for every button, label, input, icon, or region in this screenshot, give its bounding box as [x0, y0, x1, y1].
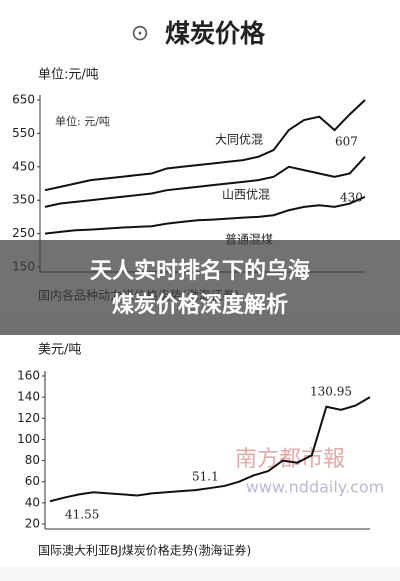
annotation: 41.55	[65, 508, 99, 522]
series-label: 山西优混	[222, 188, 270, 202]
annotation: 51.1	[192, 470, 219, 484]
y-tick-label: 650	[12, 93, 35, 107]
watermark: 南方都市報	[235, 447, 345, 472]
overlay-title: 天人实时排名下的乌海	[90, 258, 310, 284]
series-label: 大同优混	[215, 133, 263, 147]
caption: 国际澳大利亚BJ煤炭价格走势(渤海证券)	[38, 543, 251, 558]
y-tick-label: 250	[12, 226, 35, 240]
charts: 单位:元/吨单位: 元/吨150250350450550650大同优混山西优混普…	[0, 60, 400, 566]
y-tick-label: 100	[17, 432, 40, 446]
line	[44, 99, 366, 192]
y-tick-label: 120	[17, 411, 40, 425]
plot-area	[0, 335, 400, 566]
y-tick-label: 160	[17, 369, 40, 383]
overlay-title: 煤炭价格深度解析	[112, 292, 288, 318]
banner-title: 煤炭价格	[165, 19, 266, 48]
line	[49, 396, 371, 503]
line	[44, 156, 366, 208]
overlay	[0, 240, 400, 335]
y-tick-label: 60	[25, 474, 40, 488]
y-tick-label: 550	[12, 126, 35, 140]
annotation: 430	[340, 191, 363, 205]
unit-label: 单位:元/吨	[38, 68, 99, 83]
y-tick-label: 40	[25, 495, 40, 509]
y-tick-label: 140	[17, 390, 40, 404]
banner-icon: ⊙	[131, 21, 149, 46]
annotation: 130.95	[310, 385, 352, 399]
line	[44, 195, 366, 235]
y-tick-label: 80	[25, 453, 40, 467]
y-tick-label: 350	[12, 193, 35, 207]
banner	[0, 0, 400, 62]
annotation: 607	[335, 135, 358, 149]
unit-note: 单位: 元/吨	[55, 114, 110, 128]
unit-label: 美元/吨	[38, 343, 81, 358]
watermark: www.nddaily.com	[246, 478, 384, 497]
y-tick-label: 450	[12, 159, 35, 173]
y-tick-label: 20	[25, 517, 40, 531]
